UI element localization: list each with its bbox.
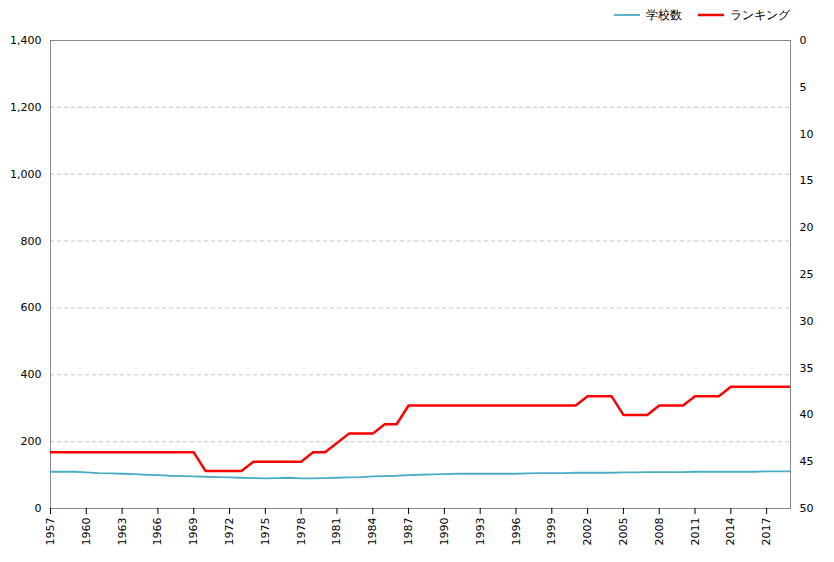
html-text:学校数: 学校数 — [646, 7, 682, 22]
svg-text:2014: 2014 — [724, 518, 737, 546]
svg-text:800: 800 — [21, 235, 42, 248]
svg-text:2002: 2002 — [581, 518, 594, 546]
svg-text:400: 400 — [21, 368, 42, 381]
svg-text:200: 200 — [21, 435, 42, 448]
svg-text:45: 45 — [800, 455, 814, 468]
svg-text:2011: 2011 — [689, 518, 702, 546]
svg-text:1969: 1969 — [187, 518, 200, 546]
html-text:ランキング: ランキング — [730, 7, 790, 22]
svg-text:1987: 1987 — [402, 518, 415, 546]
svg-text:1966: 1966 — [151, 518, 164, 546]
svg-text:1963: 1963 — [116, 518, 129, 546]
svg-text:1960: 1960 — [80, 518, 93, 546]
svg-text:1981: 1981 — [330, 518, 343, 546]
svg-text:2017: 2017 — [760, 518, 773, 546]
svg-text:1,400: 1,400 — [10, 34, 42, 47]
svg-text:35: 35 — [800, 362, 814, 375]
svg-text:2008: 2008 — [653, 518, 666, 546]
svg-text:5: 5 — [800, 81, 807, 94]
svg-text:1,000: 1,000 — [10, 168, 42, 181]
svg-text:1999: 1999 — [545, 518, 558, 546]
svg-text:1993: 1993 — [474, 518, 487, 546]
svg-text:30: 30 — [800, 315, 814, 328]
svg-text:15: 15 — [800, 174, 814, 187]
svg-text:1978: 1978 — [295, 518, 308, 546]
svg-text:600: 600 — [21, 301, 42, 314]
svg-text:1990: 1990 — [438, 518, 451, 546]
svg-text:10: 10 — [800, 128, 814, 141]
svg-text:1,200: 1,200 — [10, 101, 42, 114]
svg-text:0: 0 — [35, 502, 42, 515]
svg-text:1972: 1972 — [223, 518, 236, 546]
svg-text:1957: 1957 — [44, 518, 57, 546]
svg-text:0: 0 — [800, 34, 807, 47]
svg-text:25: 25 — [800, 268, 814, 281]
svg-text:2005: 2005 — [617, 518, 630, 546]
svg-text:50: 50 — [800, 502, 814, 515]
svg-text:20: 20 — [800, 221, 814, 234]
svg-text:1975: 1975 — [259, 518, 272, 546]
svg-text:1996: 1996 — [510, 518, 523, 546]
svg-text:1984: 1984 — [366, 518, 379, 546]
svg-text:40: 40 — [800, 408, 814, 421]
